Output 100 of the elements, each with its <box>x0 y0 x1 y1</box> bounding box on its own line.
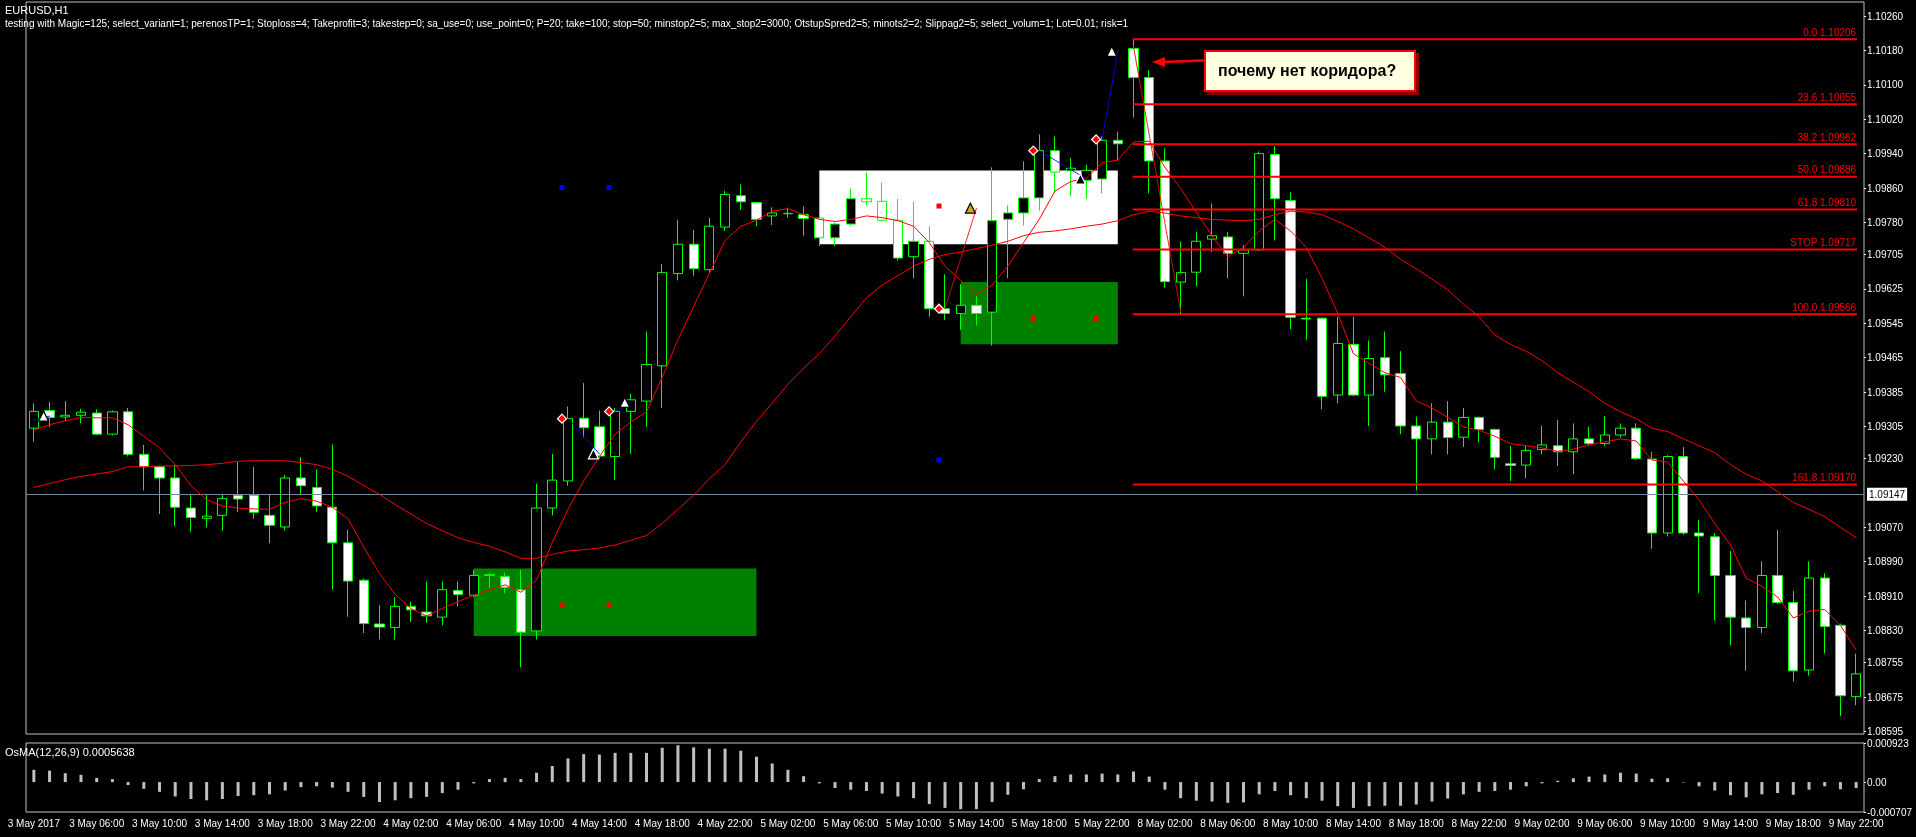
bar <box>1634 773 1638 783</box>
candlestick <box>1238 244 1249 297</box>
bar <box>1666 778 1670 783</box>
candlestick <box>908 201 919 279</box>
bar <box>110 779 114 783</box>
candlestick <box>296 456 306 496</box>
bar <box>1053 776 1057 783</box>
candlestick <box>1568 422 1578 475</box>
candlestick <box>877 181 887 223</box>
candlestick <box>1631 422 1641 461</box>
candlestick <box>1411 416 1421 491</box>
y-tick-label: 1.08910 <box>1867 590 1904 602</box>
y-tick-label: 1.08675 <box>1867 691 1904 703</box>
bar <box>1854 782 1858 788</box>
bar <box>990 782 994 802</box>
candlestick <box>359 577 369 634</box>
bar <box>550 765 554 783</box>
candlestick <box>1395 350 1406 435</box>
bar <box>1273 782 1277 791</box>
candlestick <box>76 408 86 424</box>
candlestick <box>547 453 557 516</box>
y-tick-label: 1.08990 <box>1867 556 1904 568</box>
candlestick <box>92 408 102 436</box>
candlestick <box>1804 560 1814 677</box>
bar <box>707 748 711 783</box>
point <box>1028 145 1039 156</box>
series-label: 161.8 1.09170 <box>1792 471 1857 483</box>
bar <box>95 777 99 783</box>
bar <box>1257 782 1261 795</box>
candlestick <box>1835 623 1846 717</box>
candlestick <box>1176 240 1186 315</box>
candlestick <box>123 407 133 457</box>
bar <box>48 770 52 783</box>
bar <box>158 782 162 792</box>
x-tick-label: 4 May 06:00 <box>446 817 502 829</box>
bar <box>1414 782 1418 805</box>
y-tick-label: 1.09305 <box>1867 420 1904 432</box>
bar <box>959 782 963 810</box>
candlestick <box>673 219 683 281</box>
candlestick <box>1615 422 1626 439</box>
candlestick <box>987 166 997 347</box>
bar <box>1383 782 1387 806</box>
bar <box>1493 782 1497 791</box>
bar <box>754 756 758 783</box>
x-tick-label: 9 May 02:00 <box>1514 817 1570 829</box>
bar <box>283 782 287 791</box>
bar <box>1336 782 1340 807</box>
bar <box>739 750 743 783</box>
bar <box>1194 782 1198 801</box>
bar <box>1179 782 1183 799</box>
bar <box>613 752 617 783</box>
bar <box>1100 773 1104 783</box>
bar <box>1697 782 1701 787</box>
y-tick-label: 1.09780 <box>1867 216 1904 228</box>
bar <box>1320 782 1324 801</box>
bar <box>1304 782 1308 799</box>
candlestick <box>798 205 809 237</box>
bar <box>268 782 271 795</box>
candlestick <box>1741 599 1751 672</box>
bar <box>173 782 177 797</box>
candlestick <box>1710 532 1720 622</box>
candlestick <box>736 184 746 211</box>
bar <box>1524 782 1528 787</box>
bar <box>582 754 586 783</box>
bar <box>1650 778 1654 783</box>
bar <box>786 769 790 783</box>
bar <box>629 752 633 783</box>
point <box>556 413 568 424</box>
point <box>606 185 612 191</box>
y-tick-label: 1.09860 <box>1867 182 1904 194</box>
y-tick-label: 1.09385 <box>1867 386 1904 398</box>
candlestick <box>1317 317 1327 410</box>
series-label: 0.0 1.10206 <box>1803 26 1857 38</box>
point <box>936 457 942 463</box>
candlestick <box>610 407 620 481</box>
candlestick <box>60 400 70 422</box>
candlestick <box>469 569 479 598</box>
bar <box>487 779 491 783</box>
candlestick <box>390 596 400 640</box>
candlestick <box>233 461 243 513</box>
y-tick-label: 1.10180 <box>1867 45 1904 57</box>
bar <box>63 773 67 783</box>
candlestick <box>1725 550 1736 647</box>
y-tick-label: 1.09625 <box>1867 283 1904 295</box>
bar <box>1603 774 1607 783</box>
x-tick-label: 5 May 18:00 <box>1011 817 1068 829</box>
y-tick-label: 1.09070 <box>1867 521 1904 533</box>
point <box>37 410 50 422</box>
bar <box>1241 782 1245 803</box>
bar <box>723 748 727 783</box>
x-tick-label: 9 May 18:00 <box>1765 817 1822 829</box>
bar <box>880 782 884 794</box>
annotation: почему нет коридора? <box>1218 62 1397 79</box>
candlestick <box>139 444 149 491</box>
candlestick <box>531 483 542 640</box>
bar <box>1163 782 1167 790</box>
x-tick-label: 8 May 06:00 <box>1200 817 1256 829</box>
candlestick <box>1380 330 1390 393</box>
point <box>933 303 945 314</box>
point <box>559 602 565 608</box>
